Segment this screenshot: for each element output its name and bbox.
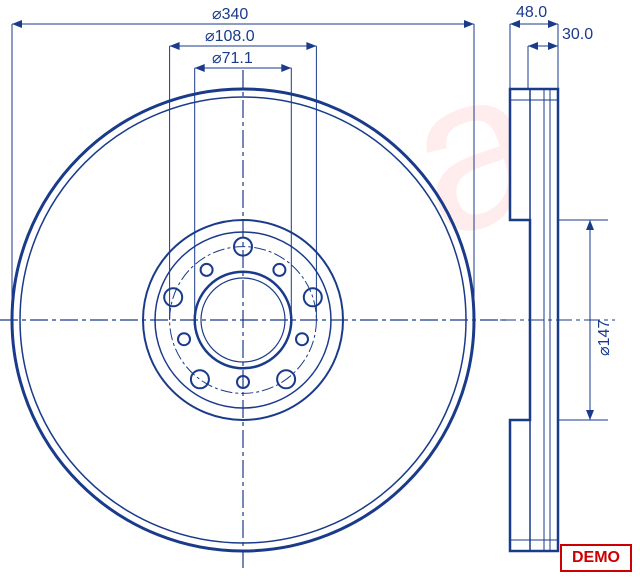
dim-bolt-circle: ⌀108.0 bbox=[205, 26, 255, 46]
side-view bbox=[500, 20, 615, 551]
demo-badge: DEMO bbox=[560, 544, 632, 572]
dim-disc-thickness: 30.0 bbox=[562, 26, 593, 44]
dim-outer-diameter: ⌀340 bbox=[212, 4, 248, 24]
technical-drawing: a bbox=[0, 0, 640, 580]
dim-overall-width: 48.0 bbox=[516, 4, 547, 22]
dim-center-bore: ⌀71.1 bbox=[212, 48, 253, 68]
dim-hub-diameter: ⌀147 bbox=[594, 320, 614, 356]
